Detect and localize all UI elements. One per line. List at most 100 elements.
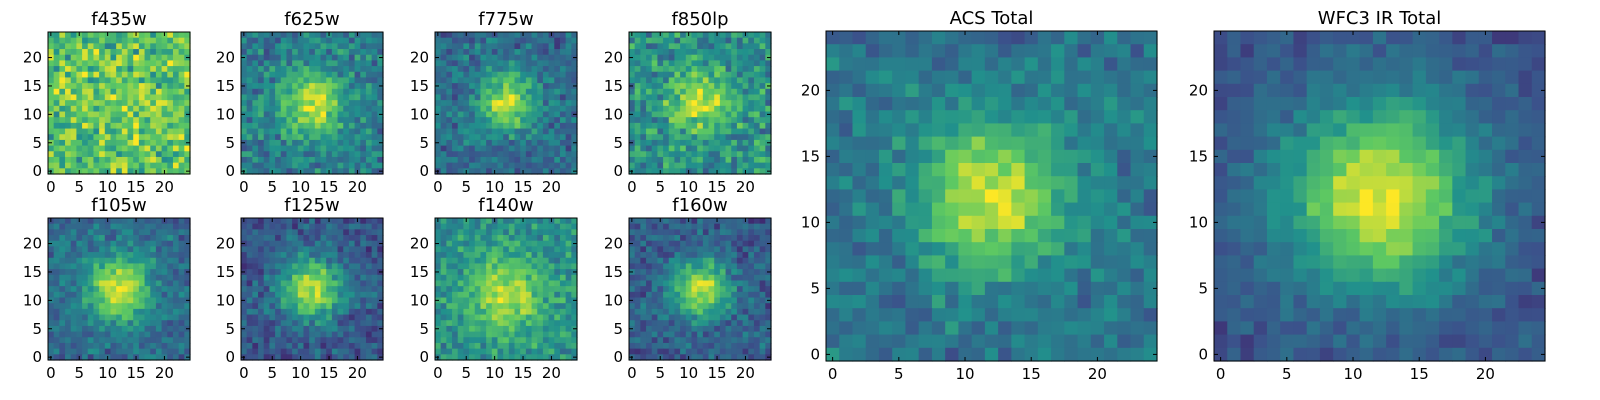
pixel [491,139,499,147]
pixel [87,320,95,327]
pixel [348,235,356,242]
pixel [172,60,180,67]
pixel [719,128,727,135]
pixel [320,252,327,259]
pixel [258,240,265,247]
pixel [138,348,146,355]
pixel [657,303,664,310]
pixel [252,337,259,344]
pixel [559,240,567,247]
pixel [150,348,157,355]
y-tick-label: 20 [23,235,42,253]
pixel [452,43,459,50]
pixel [292,122,299,130]
pixel [565,257,572,265]
pixel [491,151,499,158]
pixel [497,269,504,276]
pixel [668,83,676,90]
pixel [309,257,316,265]
pixel [514,117,521,124]
pixel [748,246,755,253]
pixel [748,280,755,287]
pixel [76,54,83,61]
pixel [280,337,288,344]
pixel [70,128,77,135]
pixel [736,77,744,84]
pixel [731,49,738,56]
pixel [178,117,185,124]
pixel [371,337,378,344]
pixel [331,337,339,344]
pixel [286,337,293,344]
pixel [440,100,447,107]
pixel [144,156,151,164]
pixel [531,331,538,338]
pixel [680,134,687,141]
pixel [331,168,339,175]
pixel [87,348,95,355]
pixel [252,257,259,265]
pixel [435,331,442,338]
pixel [121,49,129,56]
pixel [663,257,670,265]
pixel [736,71,744,79]
pixel [514,269,521,276]
pixel [371,168,378,175]
pixel [269,223,276,230]
pixel [87,139,95,147]
pixel [651,105,658,113]
pixel [343,235,350,242]
pixel [161,235,168,242]
pixel [736,151,744,158]
pixel [452,60,459,67]
pixel [99,128,106,135]
pixel [651,223,658,230]
pixel [646,162,653,169]
pixel [99,43,106,50]
pixel [138,325,146,333]
pixel [286,263,293,270]
pixel [320,111,327,118]
pixel [155,100,163,107]
pixel [326,252,333,259]
pixel [486,37,493,44]
pixel [337,117,344,124]
pixel [133,308,140,316]
pixel [480,325,487,333]
pixel [178,269,185,276]
pixel [87,66,95,73]
pixel [503,269,510,276]
pixel [127,32,134,39]
pixel [320,117,327,124]
pixel [731,88,738,96]
pixel [292,32,299,39]
pixel [99,139,106,147]
pixel [469,49,476,56]
pixel [297,37,305,44]
pixel [452,308,459,316]
pixel [508,168,516,175]
pixel [354,37,361,44]
pixel [360,308,367,316]
pixel [93,342,100,350]
pixel [246,111,253,118]
pixel [280,308,288,316]
pixel [474,54,482,61]
pixel [680,117,687,124]
pixel [435,308,442,316]
pixel [725,128,732,135]
pixel [110,88,117,96]
pixel [634,32,641,39]
pixel [87,105,95,113]
pixel [371,88,378,96]
pixel [360,229,367,236]
pixel [144,139,151,147]
pixel [59,122,66,130]
pixel [280,145,288,152]
pixel [646,111,653,118]
pixel [150,134,157,141]
pixel [559,139,567,147]
pixel [82,105,89,113]
pixel [53,280,60,287]
